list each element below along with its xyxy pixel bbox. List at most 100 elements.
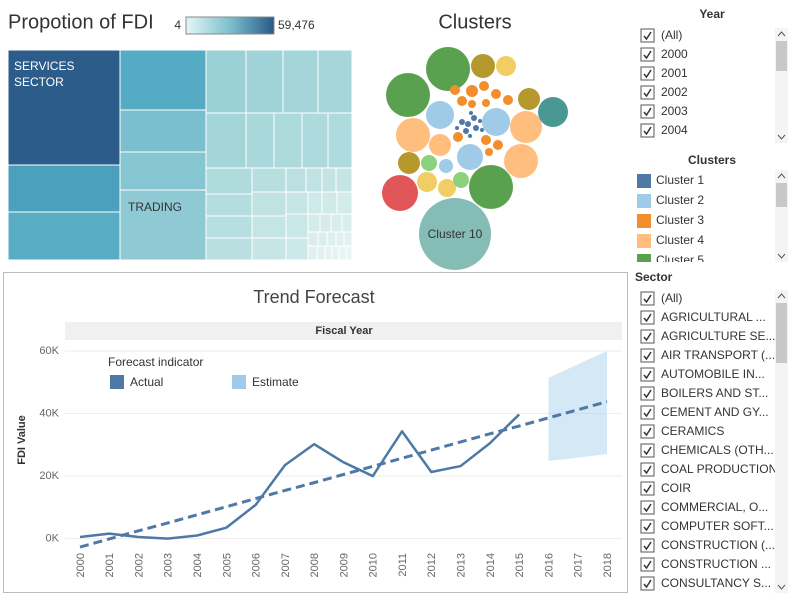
checkbox[interactable] [640, 367, 655, 382]
legend-min: 4 [174, 18, 181, 32]
scroll-down[interactable] [777, 584, 786, 590]
filter-item[interactable]: 2002 [661, 85, 688, 99]
checkmark [643, 522, 652, 532]
filter-item[interactable]: AGRICULTURE SE... [661, 329, 775, 343]
checkmark [643, 50, 652, 60]
filter-title: Year [699, 7, 725, 21]
checkbox[interactable] [640, 291, 655, 306]
sector-list: (All) AGRICULTURAL ... AGRICULTURE SE... AI… [640, 291, 777, 591]
filter-item[interactable]: AIR TRANSPORT (... [661, 348, 775, 362]
checkbox[interactable] [640, 28, 655, 43]
checkbox[interactable] [640, 557, 655, 572]
treemap [7, 49, 353, 261]
checkbox[interactable] [640, 405, 655, 420]
filter-item[interactable]: 2000 [661, 47, 688, 61]
scroll-down[interactable] [777, 253, 786, 259]
checkbox[interactable] [640, 123, 655, 138]
x-tick-label: 2002 [133, 553, 145, 577]
x-tick-label: 2006 [251, 553, 263, 577]
x-tick-label: 2007 [280, 553, 292, 577]
filter-item[interactable]: CERAMICS [661, 424, 724, 438]
checkbox[interactable] [640, 519, 655, 534]
filter-item[interactable]: COAL PRODUCTION [661, 462, 777, 476]
scroll-down[interactable] [777, 134, 786, 140]
checkbox[interactable] [640, 104, 655, 119]
checkbox[interactable] [640, 329, 655, 344]
x-tick-label: 2011 [397, 553, 409, 577]
filter-item[interactable]: COMMERCIAL, O... [661, 500, 768, 514]
legend-swatch [110, 375, 124, 389]
checkmark [643, 484, 652, 494]
scrollbar-thumb[interactable] [776, 41, 787, 71]
checkmark [643, 31, 652, 41]
legend-label: Estimate [252, 375, 299, 389]
scroll-up[interactable] [777, 293, 786, 299]
legend-label: Actual [130, 375, 163, 389]
checkbox[interactable] [640, 443, 655, 458]
filter-item[interactable]: AGRICULTURAL ... [661, 310, 766, 324]
scroll-up[interactable] [777, 173, 786, 179]
checkbox[interactable] [640, 538, 655, 553]
legend-title: Forecast indicator [108, 355, 203, 369]
treemap-title: Propotion of FDI [8, 11, 154, 33]
scroll-up[interactable] [777, 31, 786, 37]
legend-label: Cluster 2 [656, 193, 704, 207]
checkmark [643, 332, 652, 342]
checkbox[interactable] [640, 424, 655, 439]
x-tick-label: 2018 [602, 553, 614, 577]
x-tick-label: 2013 [456, 553, 468, 577]
filter-item[interactable]: AUTOMOBILE IN... [661, 367, 765, 381]
filter-item[interactable]: COIR [661, 481, 691, 495]
legend-label: Cluster 4 [656, 233, 704, 247]
filter-item[interactable]: COMPUTER SOFT... [661, 519, 774, 533]
x-tick-label: 2000 [75, 553, 87, 577]
checkbox[interactable] [640, 85, 655, 100]
filter-item[interactable]: CONSULTANCY S... [661, 576, 771, 590]
filter-item[interactable]: CEMENT AND GY... [661, 405, 769, 419]
filter-item[interactable]: 2003 [661, 104, 688, 118]
clusters-title: Clusters [438, 11, 511, 33]
legend-swatch [637, 214, 651, 228]
checkmark [643, 126, 652, 136]
panel-border [3, 272, 628, 593]
filter-item[interactable]: CONSTRUCTION (... [661, 538, 775, 552]
filter-item[interactable]: (All) [661, 28, 682, 42]
x-tick-label: 2003 [163, 553, 175, 577]
filter-item[interactable]: BOILERS AND ST... [661, 386, 768, 400]
legend-label: Cluster 3 [656, 213, 704, 227]
checkmark [643, 408, 652, 418]
x-tick-label: 2004 [192, 553, 204, 577]
y-tick-label: 40K [39, 407, 59, 419]
checkmark [643, 541, 652, 551]
filter-item[interactable]: 2001 [661, 66, 688, 80]
filter-item[interactable]: (All) [661, 291, 682, 305]
scrollbar-track [775, 290, 788, 593]
checkbox[interactable] [640, 481, 655, 496]
x-tick-label: 2016 [543, 553, 555, 577]
x-tick-label: 2014 [485, 553, 497, 577]
filter-item[interactable]: CONSTRUCTION ... [661, 557, 771, 571]
checkbox[interactable] [640, 348, 655, 363]
checkmark [643, 579, 652, 589]
treemap-label-frame: SERVICES SECTOR [14, 59, 74, 89]
filter-item[interactable]: CHEMICALS (OTH... [661, 443, 774, 457]
checkbox[interactable] [640, 66, 655, 81]
filter-item[interactable]: 2004 [661, 123, 688, 137]
checkbox[interactable] [640, 462, 655, 477]
legend-max: 59,476 [278, 18, 315, 32]
checkmark [643, 560, 652, 570]
checkbox[interactable] [640, 386, 655, 401]
checkbox[interactable] [640, 310, 655, 325]
checkbox[interactable] [640, 500, 655, 515]
checkmark [643, 427, 652, 437]
scrollbar-thumb[interactable] [776, 183, 787, 207]
scrollbar-thumb[interactable] [776, 303, 787, 363]
checkbox[interactable] [640, 576, 655, 591]
checkmark [643, 313, 652, 323]
checkbox[interactable] [640, 47, 655, 62]
column-header: Fiscal Year [315, 325, 373, 337]
forecast-band [548, 350, 607, 462]
x-tick-label: 2005 [221, 553, 233, 577]
checkmark [643, 351, 652, 361]
